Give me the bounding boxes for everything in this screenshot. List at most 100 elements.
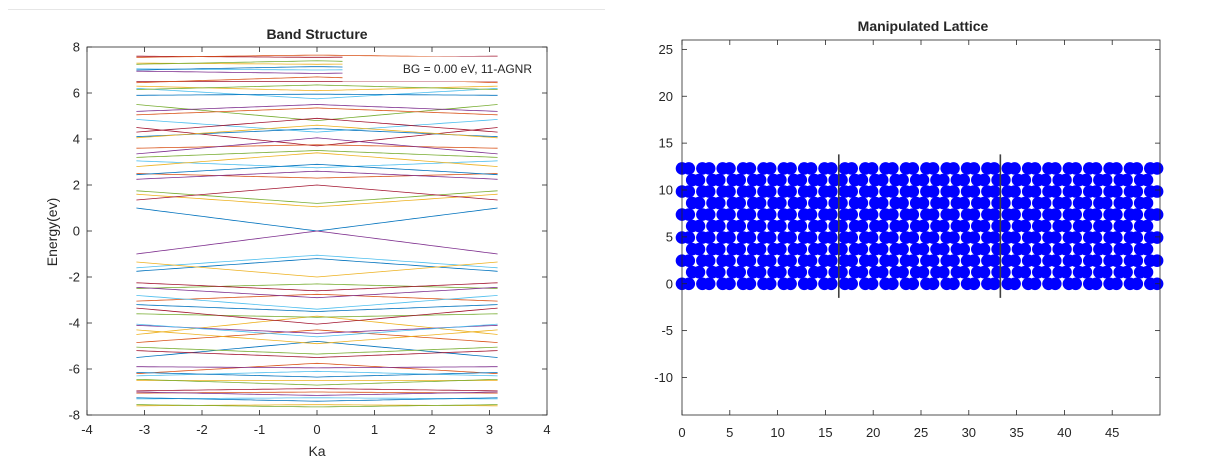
lattice-atom [1140,196,1154,210]
band-y-tick-label: -4 [68,316,80,331]
lattice-atom [743,254,757,267]
lattice-atom [926,277,940,291]
lattice-atom [1140,242,1154,256]
lattice-y-tick-label: 20 [659,89,673,104]
lattice-panel: Manipulated Lattice 0 5 10 15 20 25 30 35 40 45 -1… [607,0,1215,459]
lattice-atom [774,219,787,233]
lattice-atom [1069,254,1082,267]
lattice-atom [1059,219,1072,233]
lattice-atom [1130,208,1144,221]
lattice-atom [723,162,736,175]
lattice-atom [702,185,716,198]
lattice-atom [987,277,1001,291]
lattice-atom [753,242,767,256]
band-line-valence-6 [136,293,498,302]
band-line-conduction-7 [136,163,498,176]
band-x-tick-label: 2 [428,422,435,437]
lattice-atom [1008,277,1021,291]
lattice-atom [998,196,1011,210]
lattice-atom [845,185,858,198]
lattice-atom [896,196,909,210]
band-line-valence-28 [136,391,498,396]
lattice-atom [1059,265,1072,279]
band-y-axis-label: Energy(ev) [44,198,60,266]
lattice-atom [1059,196,1072,210]
lattice-atom [926,208,940,221]
lattice-atom [937,219,950,233]
band-x-tick-label: 4 [543,422,550,437]
lattice-x-tick-label: 25 [914,425,928,440]
lattice-atom [886,185,899,198]
lattice-atom [774,196,787,210]
band-line-valence-12 [136,307,498,325]
lattice-atom [886,254,899,267]
lattice-atom [1110,231,1123,244]
band-line-valence-16 [136,340,498,358]
band-line-conduction-4 [136,173,498,179]
lattice-atom [1028,254,1042,267]
lattice-atom [835,242,848,256]
lattice-atom [947,231,960,244]
band-line-conduction-5 [136,170,498,180]
lattice-atom [1099,265,1113,279]
lattice-atom [702,277,716,291]
band-y-tick-label: -6 [68,362,80,377]
lattice-atom [937,173,950,187]
lattice-atom [906,277,920,291]
lattice-atom [1099,173,1113,187]
lattice-atom [702,231,716,244]
lattice-atom [692,173,706,187]
lattice-atom [865,185,879,198]
lattice-atom [926,254,940,267]
lattice-atom [784,277,797,291]
lattice-atom [723,208,736,221]
lattice-atom [1089,231,1103,244]
lattice-atom [733,242,746,256]
lattice-atom [977,242,991,256]
band-x-tick-label: -1 [254,422,266,437]
lattice-atom [814,265,828,279]
band-line-conduction-3 [136,184,498,201]
band-line-valence-0 [136,230,498,255]
lattice-atom [845,254,858,267]
lattice-atom [855,219,869,233]
lattice-y-tick-label: 5 [666,229,673,244]
lattice-atom [855,173,869,187]
lattice-atom [763,231,777,244]
lattice-atom [1038,242,1052,256]
lattice-atom [1140,173,1154,187]
lattice-atom [1018,242,1032,256]
band-line-valence-23 [136,372,498,378]
band-line-valence-1 [136,254,498,269]
lattice-atom [804,254,818,267]
band-line-valence-3 [136,261,498,278]
band-line-valence-9 [136,304,498,312]
lattice-x-tick-label: 10 [770,425,784,440]
lattice-atom [906,231,920,244]
lattice-atom [845,162,858,175]
lattice-atom [998,219,1011,233]
lattice-y-tick-label: -10 [654,370,673,385]
lattice-atom [855,242,869,256]
band-legend-box [342,56,544,82]
lattice-atom [753,173,767,187]
band-y-tick-label: 6 [73,86,80,101]
band-line-valence-17 [136,329,498,345]
lattice-atom [926,162,940,175]
lattice-atom [825,254,838,267]
lattice-atom [906,208,920,221]
lattice-atom [865,254,879,267]
lattice-atom [794,196,808,210]
lattice-atom [1120,265,1133,279]
lattice-atom [733,265,746,279]
lattice-atom [855,196,869,210]
lattice-atom [682,162,696,175]
lattice-atom [794,242,808,256]
lattice-atom [967,162,981,175]
lattice-atom [753,196,767,210]
band-plot-area [136,54,498,408]
lattice-atom [896,242,909,256]
band-line-valence-20 [136,362,498,374]
lattice-atom [875,242,889,256]
lattice-atom [1059,173,1072,187]
